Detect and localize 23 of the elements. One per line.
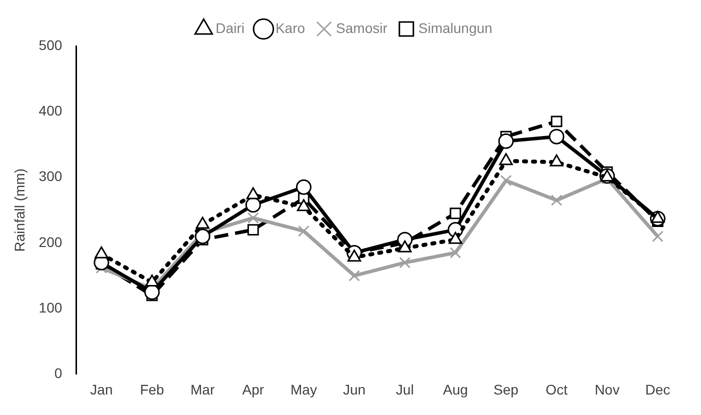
legend-label: Karo xyxy=(275,20,306,36)
y-tick-label: 400 xyxy=(38,102,62,118)
x-tick-label: Feb xyxy=(140,381,164,398)
x-tick-label: Oct xyxy=(546,381,568,398)
y-tick-label: 500 xyxy=(38,36,62,53)
y-tick-label: 0 xyxy=(54,365,62,382)
x-tick-label: Jul xyxy=(396,381,414,398)
y-axis-title: Rainfall (mm) xyxy=(11,168,28,252)
legend-label: Samosir xyxy=(336,20,388,36)
x-tick-label: Jan xyxy=(90,381,113,398)
x-tick-label: Apr xyxy=(242,381,264,398)
legend-label: Dairi xyxy=(216,20,244,36)
x-tick-label: Dec xyxy=(645,381,670,398)
x-tick-label: Mar xyxy=(190,381,215,398)
x-tick-label: Jun xyxy=(343,381,366,398)
x-tick-label: Sep xyxy=(494,381,519,398)
x-tick-label: Nov xyxy=(594,381,620,398)
legend-label: Simalungun xyxy=(418,20,492,36)
y-tick-label: 200 xyxy=(38,234,62,250)
y-tick-label: 100 xyxy=(38,299,62,316)
y-tick-label: 300 xyxy=(38,168,62,184)
x-tick-label: May xyxy=(290,381,317,398)
x-tick-label: Aug xyxy=(442,381,468,398)
